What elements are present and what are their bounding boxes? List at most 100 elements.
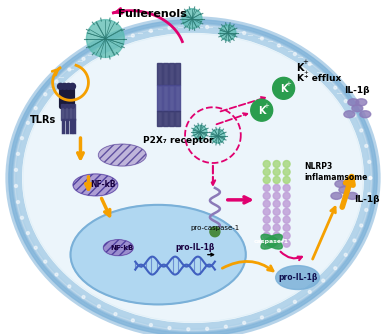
- Circle shape: [224, 28, 227, 31]
- Bar: [65, 104, 67, 120]
- Circle shape: [263, 200, 270, 207]
- Circle shape: [334, 267, 337, 270]
- Text: NF-kB: NF-kB: [111, 245, 134, 251]
- Circle shape: [365, 144, 368, 147]
- Circle shape: [114, 40, 117, 43]
- Circle shape: [98, 48, 101, 51]
- Circle shape: [260, 37, 264, 40]
- Circle shape: [263, 216, 270, 223]
- Bar: [169, 111, 174, 126]
- Circle shape: [68, 68, 71, 71]
- Ellipse shape: [276, 266, 320, 289]
- Text: IL-1β: IL-1β: [344, 86, 370, 95]
- Circle shape: [220, 24, 236, 41]
- Circle shape: [273, 185, 280, 191]
- Circle shape: [58, 83, 63, 89]
- Circle shape: [283, 160, 290, 168]
- Circle shape: [353, 114, 356, 117]
- Ellipse shape: [23, 34, 363, 322]
- Circle shape: [273, 200, 280, 207]
- Ellipse shape: [103, 240, 133, 256]
- Circle shape: [283, 240, 290, 247]
- Bar: [60, 104, 63, 120]
- Circle shape: [70, 83, 75, 89]
- Circle shape: [283, 216, 290, 223]
- Circle shape: [21, 137, 24, 140]
- Text: pro-caspase-1: pro-caspase-1: [190, 225, 240, 231]
- Circle shape: [21, 216, 24, 219]
- Circle shape: [344, 99, 347, 103]
- Bar: [163, 111, 168, 126]
- Circle shape: [224, 325, 227, 328]
- Circle shape: [14, 169, 17, 172]
- Circle shape: [273, 77, 295, 99]
- Bar: [157, 85, 162, 111]
- Circle shape: [86, 20, 124, 58]
- Circle shape: [273, 192, 280, 199]
- Circle shape: [263, 160, 270, 168]
- Circle shape: [369, 177, 372, 180]
- Ellipse shape: [331, 192, 342, 199]
- Ellipse shape: [339, 186, 350, 193]
- Circle shape: [283, 185, 290, 191]
- Circle shape: [263, 232, 270, 239]
- Circle shape: [283, 200, 290, 207]
- Circle shape: [26, 121, 29, 124]
- Text: +: +: [303, 70, 308, 75]
- Circle shape: [283, 169, 290, 176]
- Circle shape: [131, 34, 134, 37]
- Text: TLRs: TLRs: [29, 115, 56, 125]
- Ellipse shape: [16, 26, 370, 329]
- Text: +: +: [303, 59, 308, 65]
- Text: +: +: [286, 81, 291, 87]
- Circle shape: [210, 227, 220, 237]
- Circle shape: [344, 253, 347, 256]
- Circle shape: [293, 53, 296, 56]
- Circle shape: [34, 107, 37, 110]
- Circle shape: [26, 231, 29, 234]
- Circle shape: [251, 99, 273, 121]
- Text: K: K: [296, 63, 303, 73]
- Ellipse shape: [9, 20, 377, 335]
- Circle shape: [168, 327, 171, 330]
- Text: K: K: [258, 106, 265, 116]
- Text: IL-1β: IL-1β: [354, 195, 380, 204]
- Bar: [68, 104, 72, 120]
- Circle shape: [260, 316, 264, 319]
- Circle shape: [55, 80, 58, 83]
- Ellipse shape: [23, 34, 363, 322]
- Circle shape: [243, 321, 246, 324]
- Circle shape: [277, 44, 281, 47]
- Circle shape: [334, 86, 337, 89]
- Bar: [175, 63, 180, 85]
- Circle shape: [205, 25, 209, 28]
- Circle shape: [368, 193, 371, 196]
- Circle shape: [273, 240, 280, 247]
- Circle shape: [263, 192, 270, 199]
- Ellipse shape: [348, 99, 359, 106]
- Ellipse shape: [261, 234, 283, 249]
- Circle shape: [283, 232, 290, 239]
- Ellipse shape: [344, 111, 355, 118]
- Text: P2X₇ receptor: P2X₇ receptor: [143, 136, 213, 145]
- Ellipse shape: [347, 192, 358, 199]
- Ellipse shape: [335, 181, 346, 187]
- Circle shape: [283, 224, 290, 231]
- Circle shape: [277, 309, 281, 312]
- Circle shape: [360, 224, 363, 227]
- Ellipse shape: [98, 144, 146, 166]
- Circle shape: [283, 192, 290, 199]
- Circle shape: [360, 129, 363, 132]
- Ellipse shape: [73, 174, 118, 196]
- Circle shape: [114, 313, 117, 316]
- Bar: [169, 63, 174, 85]
- Bar: [163, 63, 168, 85]
- Circle shape: [263, 224, 270, 231]
- Bar: [175, 85, 180, 111]
- Circle shape: [293, 300, 296, 303]
- Text: NLRP3
inflamamsome: NLRP3 inflamamsome: [305, 162, 368, 182]
- Circle shape: [273, 208, 280, 215]
- Circle shape: [273, 160, 280, 168]
- Bar: [157, 111, 162, 126]
- Circle shape: [263, 208, 270, 215]
